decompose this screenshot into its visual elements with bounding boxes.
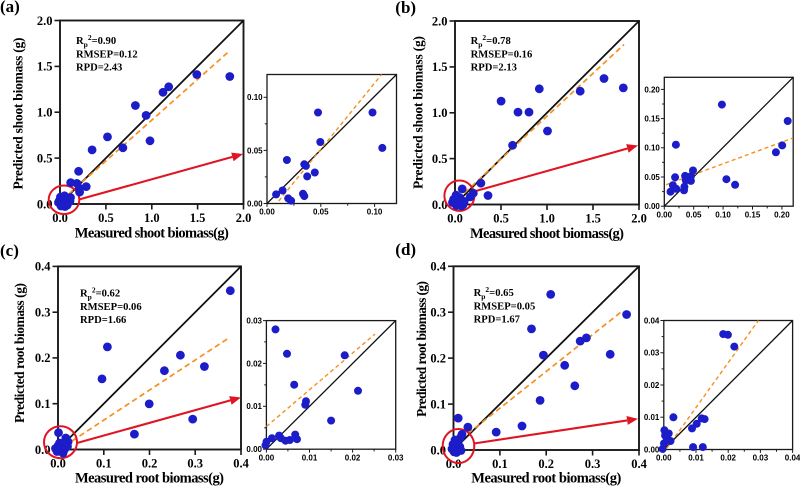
svg-text:0.4: 0.4 <box>631 457 647 471</box>
svg-text:2.0: 2.0 <box>631 211 647 225</box>
svg-text:0.00: 0.00 <box>247 199 263 208</box>
svg-text:0.04: 0.04 <box>644 316 660 325</box>
svg-text:0.3: 0.3 <box>187 456 203 470</box>
svg-text:2.0: 2.0 <box>432 14 448 28</box>
svg-text:0.2: 0.2 <box>538 457 554 471</box>
svg-text:0.01: 0.01 <box>688 454 704 463</box>
svg-text:Predicted root biomass (g): Predicted root biomass (g) <box>414 281 429 417</box>
svg-text:0.01: 0.01 <box>302 453 318 462</box>
svg-text:0.00: 0.00 <box>259 208 275 217</box>
svg-text:0.20: 0.20 <box>774 210 790 219</box>
svg-text:0.3: 0.3 <box>430 306 446 320</box>
svg-text:RPD=2.43: RPD=2.43 <box>76 62 122 73</box>
svg-text:RPD=2.13: RPD=2.13 <box>471 62 517 73</box>
svg-text:0.1: 0.1 <box>35 397 51 411</box>
svg-text:0.20: 0.20 <box>644 85 660 94</box>
svg-text:0.02: 0.02 <box>345 453 361 462</box>
svg-text:0.2: 0.2 <box>142 456 158 470</box>
svg-text:0.5: 0.5 <box>37 151 53 165</box>
svg-text:1.5: 1.5 <box>37 60 53 74</box>
svg-text:0.01: 0.01 <box>246 402 262 411</box>
svg-text:0.15: 0.15 <box>745 210 761 219</box>
svg-text:(d): (d) <box>395 240 416 259</box>
svg-text:Rp2=0.65: Rp2=0.65 <box>474 285 514 301</box>
svg-text:0.4: 0.4 <box>233 456 249 470</box>
svg-text:0.05: 0.05 <box>313 208 329 217</box>
svg-text:1.0: 1.0 <box>37 106 53 120</box>
svg-text:0.4: 0.4 <box>35 260 51 274</box>
svg-text:Predicted shoot biomass (g): Predicted shoot biomass (g) <box>11 38 26 190</box>
svg-text:0.0: 0.0 <box>35 443 51 457</box>
svg-text:1.5: 1.5 <box>190 211 206 225</box>
svg-text:0.0: 0.0 <box>432 198 448 212</box>
svg-text:0.10: 0.10 <box>715 210 731 219</box>
svg-text:0.03: 0.03 <box>388 453 404 462</box>
svg-text:0.03: 0.03 <box>753 454 769 463</box>
svg-text:RMSEP=0.12: RMSEP=0.12 <box>76 50 138 61</box>
svg-text:Rp2=0.90: Rp2=0.90 <box>76 33 116 49</box>
svg-text:0.1: 0.1 <box>96 456 112 470</box>
svg-text:0.0: 0.0 <box>447 211 463 225</box>
svg-text:Measured root biomass(g): Measured root biomass(g) <box>471 471 621 487</box>
svg-text:0.00: 0.00 <box>657 210 673 219</box>
svg-text:2.0: 2.0 <box>37 14 53 28</box>
svg-text:RMSEP=0.06: RMSEP=0.06 <box>80 302 142 313</box>
svg-text:0.4: 0.4 <box>430 260 446 274</box>
svg-text:0.05: 0.05 <box>686 210 702 219</box>
svg-text:1.5: 1.5 <box>585 211 601 225</box>
svg-text:0.04: 0.04 <box>785 454 800 463</box>
svg-text:0.2: 0.2 <box>35 351 51 365</box>
svg-text:Rp2=0.78: Rp2=0.78 <box>471 33 511 49</box>
svg-text:0.10: 0.10 <box>247 93 263 102</box>
svg-text:(c): (c) <box>0 241 19 260</box>
svg-text:RMSEP=0.05: RMSEP=0.05 <box>474 302 536 313</box>
svg-text:Rp2=0.62: Rp2=0.62 <box>80 286 120 302</box>
svg-text:0.1: 0.1 <box>430 397 446 411</box>
svg-text:0.10: 0.10 <box>367 208 383 217</box>
svg-text:1.5: 1.5 <box>432 60 448 74</box>
svg-text:1.0: 1.0 <box>539 211 555 225</box>
svg-text:RPD=1.67: RPD=1.67 <box>474 314 521 325</box>
svg-text:0.10: 0.10 <box>644 144 660 153</box>
svg-text:RMSEP=0.16: RMSEP=0.16 <box>471 50 533 61</box>
svg-text:0.05: 0.05 <box>644 173 660 182</box>
svg-text:0.3: 0.3 <box>585 457 601 471</box>
svg-text:0.03: 0.03 <box>644 349 660 358</box>
svg-text:0.1: 0.1 <box>492 457 508 471</box>
svg-text:Measured root biomass(g): Measured root biomass(g) <box>75 471 224 487</box>
svg-text:2.0: 2.0 <box>236 211 252 225</box>
svg-text:Measured shoot biomass(g): Measured shoot biomass(g) <box>75 226 229 242</box>
svg-text:Predicted shoot biomass (g): Predicted shoot biomass (g) <box>411 36 426 189</box>
svg-text:0.00: 0.00 <box>246 445 262 454</box>
svg-text:0.03: 0.03 <box>246 317 262 326</box>
svg-text:1.0: 1.0 <box>144 211 160 225</box>
svg-text:0.05: 0.05 <box>247 146 263 155</box>
svg-text:0.00: 0.00 <box>656 454 672 463</box>
svg-text:0.2: 0.2 <box>430 351 446 365</box>
svg-text:0.02: 0.02 <box>644 381 660 390</box>
svg-text:0.02: 0.02 <box>246 359 262 368</box>
svg-text:0.15: 0.15 <box>644 115 660 124</box>
svg-text:0.5: 0.5 <box>493 211 509 225</box>
svg-text:(a): (a) <box>0 0 20 16</box>
svg-text:0.00: 0.00 <box>644 445 660 454</box>
svg-text:0.0: 0.0 <box>50 456 66 470</box>
svg-text:0.00: 0.00 <box>644 202 660 211</box>
svg-text:0.5: 0.5 <box>98 211 114 225</box>
svg-text:0.02: 0.02 <box>720 454 736 463</box>
svg-text:0.5: 0.5 <box>432 152 448 166</box>
svg-text:(b): (b) <box>395 0 416 17</box>
svg-text:1.0: 1.0 <box>432 106 448 120</box>
svg-text:Predicted root biomass (g): Predicted root biomass (g) <box>12 283 27 423</box>
svg-text:RPD=1.66: RPD=1.66 <box>80 315 126 326</box>
svg-text:0.00: 0.00 <box>259 453 275 462</box>
svg-text:Measured shoot biomass(g): Measured shoot biomass(g) <box>470 226 624 242</box>
svg-text:0.3: 0.3 <box>35 306 51 320</box>
svg-text:0.01: 0.01 <box>644 413 660 422</box>
